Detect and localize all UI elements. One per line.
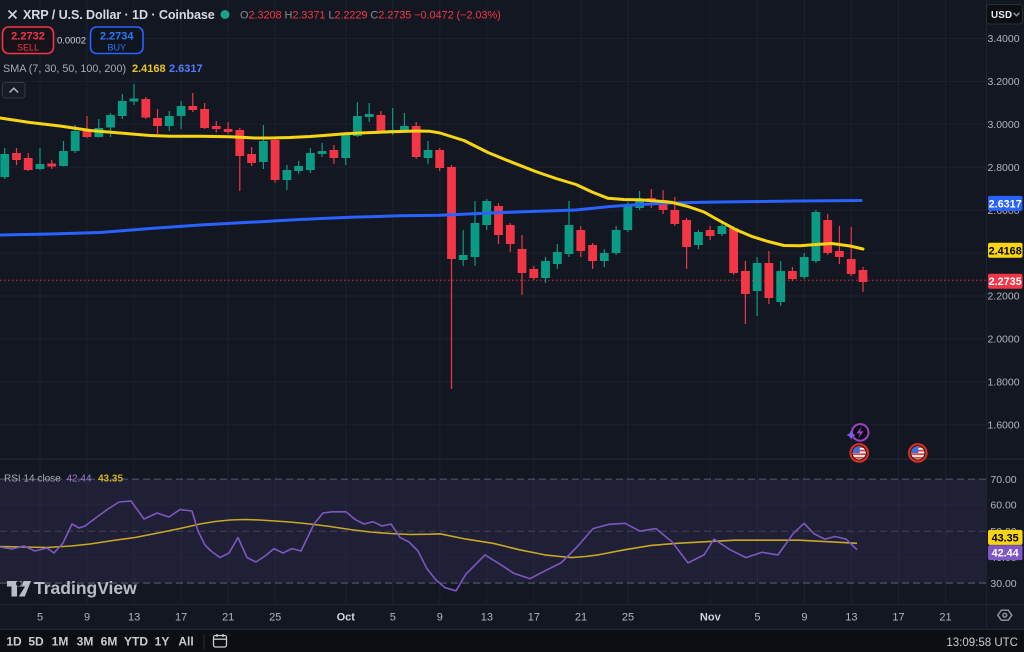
svg-text:13: 13 xyxy=(481,612,493,624)
svg-text:13:09:58 UTC: 13:09:58 UTC xyxy=(946,637,1018,649)
svg-text:25: 25 xyxy=(622,612,634,624)
svg-text:3.2000: 3.2000 xyxy=(987,76,1019,88)
svg-text:3M: 3M xyxy=(77,635,94,649)
svg-text:0.0002: 0.0002 xyxy=(57,36,86,47)
svg-text:17: 17 xyxy=(528,612,540,624)
svg-text:9: 9 xyxy=(84,612,90,624)
svg-text:2.0000: 2.0000 xyxy=(987,334,1019,346)
svg-text:SELL: SELL xyxy=(17,43,39,53)
svg-text:5D: 5D xyxy=(28,635,44,649)
svg-text:5: 5 xyxy=(754,612,760,624)
svg-text:3.4000: 3.4000 xyxy=(987,33,1019,45)
svg-text:RSI 14 close: RSI 14 close xyxy=(4,474,61,485)
svg-text:2.2735: 2.2735 xyxy=(989,276,1022,288)
svg-text:2.8000: 2.8000 xyxy=(987,162,1019,174)
svg-text:2.6317: 2.6317 xyxy=(989,198,1022,210)
svg-text:5: 5 xyxy=(37,612,43,624)
svg-text:6M: 6M xyxy=(101,635,118,649)
svg-text:1M: 1M xyxy=(52,635,69,649)
svg-text:2.6317: 2.6317 xyxy=(169,63,203,75)
svg-text:70.00: 70.00 xyxy=(990,474,1016,486)
svg-text:XRP / U.S. Dollar · 1D · Coinb: XRP / U.S. Dollar · 1D · Coinbase xyxy=(23,8,215,22)
svg-text:Oct: Oct xyxy=(337,612,356,624)
svg-text:2.2734: 2.2734 xyxy=(100,31,135,43)
svg-text:9: 9 xyxy=(437,612,443,624)
svg-text:O2.3208 H2.3371 L2.2229 C2.273: O2.3208 H2.3371 L2.2229 C2.2735 −0.0472 … xyxy=(240,10,501,22)
svg-text:13: 13 xyxy=(845,612,857,624)
svg-text:Nov: Nov xyxy=(700,612,722,624)
svg-text:17: 17 xyxy=(892,612,904,624)
svg-text:21: 21 xyxy=(575,612,587,624)
svg-text:60.00: 60.00 xyxy=(990,499,1016,511)
svg-text:TradingView: TradingView xyxy=(34,578,137,598)
svg-text:9: 9 xyxy=(801,612,807,624)
svg-text:25: 25 xyxy=(269,612,281,624)
svg-text:All: All xyxy=(178,635,193,649)
svg-text:1.8000: 1.8000 xyxy=(987,377,1019,389)
svg-text:SMA (7, 30, 50, 100, 200): SMA (7, 30, 50, 100, 200) xyxy=(3,63,126,75)
svg-text:YTD: YTD xyxy=(124,635,148,649)
svg-text:2.2000: 2.2000 xyxy=(987,291,1019,303)
svg-text:1Y: 1Y xyxy=(155,635,170,649)
svg-text:1.6000: 1.6000 xyxy=(987,419,1019,431)
svg-text:43.35: 43.35 xyxy=(98,474,123,485)
svg-text:2.4168: 2.4168 xyxy=(989,245,1022,257)
svg-text:BUY: BUY xyxy=(107,43,126,53)
svg-text:42.44: 42.44 xyxy=(67,474,92,485)
svg-text:3.0000: 3.0000 xyxy=(987,119,1019,131)
svg-text:USD: USD xyxy=(991,10,1012,21)
svg-text:17: 17 xyxy=(175,612,187,624)
svg-text:5: 5 xyxy=(390,612,396,624)
svg-text:21: 21 xyxy=(939,612,951,624)
svg-text:21: 21 xyxy=(222,612,234,624)
svg-text:13: 13 xyxy=(128,612,140,624)
svg-text:42.44: 42.44 xyxy=(992,548,1019,560)
svg-text:30.00: 30.00 xyxy=(990,578,1016,590)
svg-text:2.2732: 2.2732 xyxy=(11,31,45,43)
svg-text:2.4168: 2.4168 xyxy=(132,63,166,75)
svg-text:1D: 1D xyxy=(6,635,22,649)
svg-text:43.35: 43.35 xyxy=(992,532,1019,544)
